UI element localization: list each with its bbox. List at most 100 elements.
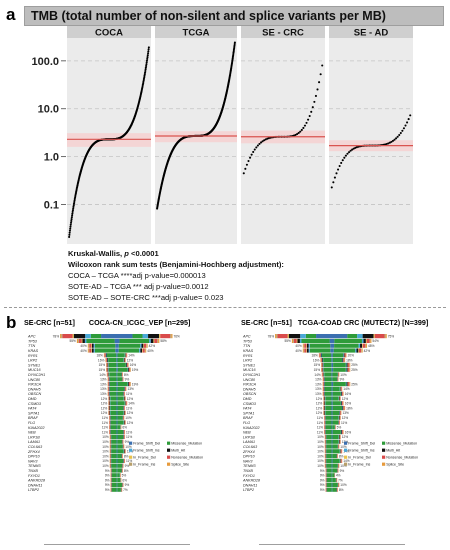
bar-segment — [345, 362, 347, 367]
legend-swatch — [382, 441, 386, 445]
percent-label: 11% — [102, 421, 108, 425]
bar-segment — [109, 391, 117, 396]
bar-segment — [109, 425, 110, 430]
bar-segment — [112, 487, 117, 492]
bar-segment — [332, 401, 333, 406]
percent-label: 12% — [101, 397, 108, 401]
bar-segment — [360, 343, 363, 348]
tmb-point — [338, 165, 341, 168]
bar-segment — [116, 386, 117, 391]
bar-segment — [343, 358, 345, 363]
bar-segment — [339, 396, 341, 401]
bar-segment — [117, 439, 122, 444]
tmb-point — [68, 229, 71, 232]
facet-label: TCGA — [183, 28, 210, 39]
percent-label: 11% — [317, 426, 323, 430]
percent-label: 9% — [125, 378, 130, 382]
bar-segment — [325, 420, 332, 425]
bar-segment — [323, 391, 325, 396]
gene-label: ZFHX4 — [27, 450, 40, 454]
bar-segment — [108, 362, 117, 367]
bar-segment — [340, 458, 341, 463]
bar-segment — [87, 348, 89, 353]
tmb-point — [147, 48, 150, 51]
percent-label: 13% — [315, 382, 322, 386]
bar-segment — [324, 425, 325, 430]
percent-label: 9% — [105, 478, 110, 482]
bar-segment — [324, 410, 325, 415]
percent-label: 10% — [125, 416, 132, 420]
bar-segment — [326, 454, 332, 459]
tmb-point — [321, 64, 324, 67]
bar-segment — [346, 367, 348, 372]
percent-label: 11% — [126, 392, 132, 396]
percent-label: 11% — [126, 406, 132, 410]
bar-segment — [117, 454, 122, 459]
bar-segment — [124, 420, 126, 425]
percent-label: 7% — [338, 478, 343, 482]
tmb-point — [335, 172, 338, 175]
percent-label: 13% — [127, 387, 134, 391]
tmb-point — [346, 152, 349, 155]
percent-label: 11% — [317, 421, 323, 425]
bar-segment — [142, 348, 143, 353]
percent-label: 11% — [102, 416, 108, 420]
percent-label: 14% — [314, 373, 321, 377]
tmb-point — [303, 124, 307, 127]
gene-label: SYNE1 — [28, 363, 40, 367]
legend-label: Missense_Mutation — [171, 442, 202, 446]
bar-segment — [316, 334, 332, 339]
gene-label: LAMA1 — [28, 440, 40, 444]
legend-label: In_Frame_Ins — [348, 463, 370, 467]
bar-segment — [339, 415, 340, 420]
bar-segment — [116, 382, 117, 387]
tmb-point — [144, 68, 147, 71]
bar-segment — [327, 482, 332, 487]
bar-segment — [154, 338, 158, 343]
bar-segment — [117, 468, 122, 473]
bar-segment — [87, 343, 89, 348]
bar-segment — [331, 396, 332, 401]
bar-segment — [304, 343, 307, 348]
bar-segment — [324, 406, 325, 411]
bar-segment — [94, 348, 116, 353]
bar-segment — [331, 410, 332, 415]
tmb-point — [404, 124, 407, 127]
bar-segment — [361, 338, 364, 343]
percent-label: 9% — [105, 483, 110, 487]
bar-segment — [293, 338, 297, 343]
bar-segment — [339, 396, 340, 401]
bar-segment — [308, 348, 310, 353]
bar-segment — [342, 406, 344, 411]
bar-segment — [325, 401, 332, 406]
bar-segment — [112, 468, 117, 473]
bar-segment — [333, 348, 356, 353]
bar-segment — [306, 348, 309, 353]
percent-label: 13% — [315, 387, 322, 391]
bar-segment — [117, 449, 124, 454]
gene-label: APC — [27, 335, 36, 339]
bar-segment — [109, 382, 117, 387]
percent-label: 15% — [99, 368, 106, 372]
tmb-point — [146, 56, 149, 59]
tmb-point — [69, 227, 72, 230]
bar-segment — [93, 348, 95, 353]
gene-label: KRAS — [243, 349, 254, 353]
bar-segment — [142, 334, 149, 339]
percent-label: 12% — [316, 402, 323, 406]
bar-segment — [332, 391, 341, 396]
percent-label: 11% — [126, 459, 132, 463]
tmb-point — [344, 154, 347, 157]
bar-segment — [110, 449, 111, 454]
bar-segment — [357, 334, 363, 339]
bar-segment — [117, 415, 123, 420]
bar-segment — [330, 348, 332, 353]
percent-label: 13% — [315, 378, 322, 382]
bar-segment — [72, 334, 74, 339]
bar-segment — [340, 449, 341, 454]
percent-label: 16% — [313, 358, 320, 362]
percent-label: 11% — [102, 430, 108, 434]
bar-segment — [124, 410, 126, 415]
tmb-point — [399, 131, 402, 135]
gene-label: DNAH5 — [28, 387, 41, 391]
